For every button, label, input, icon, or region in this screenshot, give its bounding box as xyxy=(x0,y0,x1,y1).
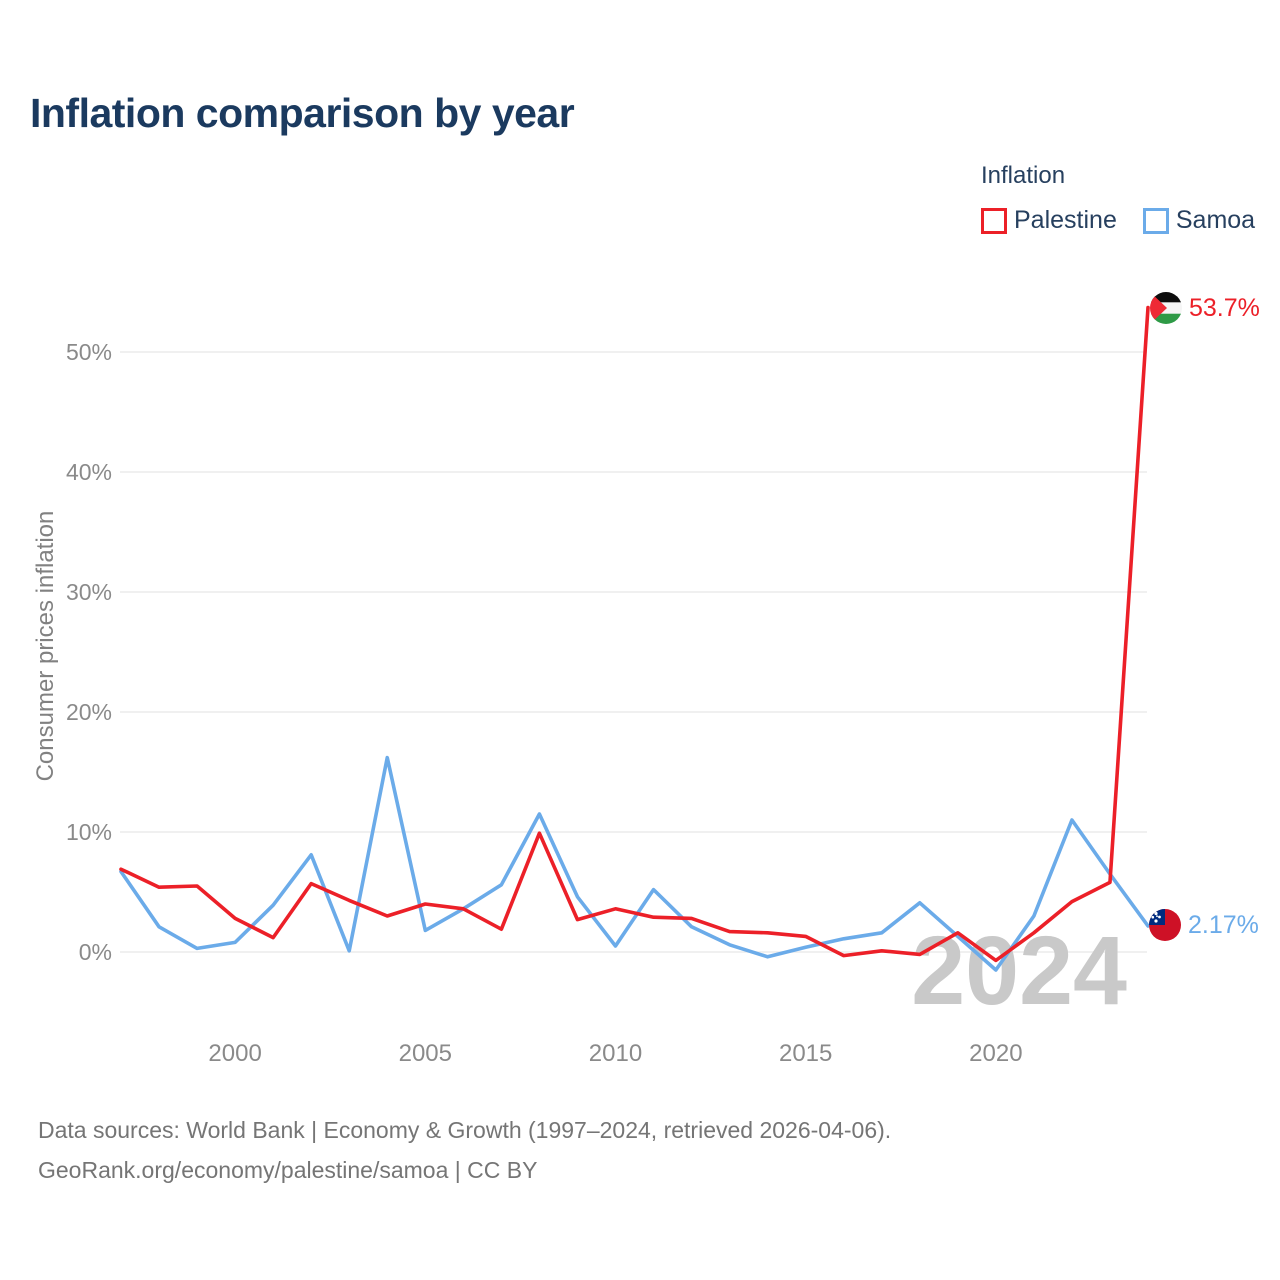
y-axis-title: Consumer prices inflation xyxy=(32,510,59,782)
palestine-end-value: 53.7% xyxy=(1189,293,1260,322)
legend-label-samoa: Samoa xyxy=(1175,206,1256,234)
watermark-year: 2024 xyxy=(911,916,1127,1025)
y-tick-label: 50% xyxy=(66,339,112,365)
y-tick-label: 0% xyxy=(79,939,112,965)
legend-label-palestine: Palestine xyxy=(1014,206,1117,234)
samoa-swatch-icon xyxy=(1142,207,1169,234)
palestine-line[interactable] xyxy=(119,305,1150,963)
samoa-end-annotation: 2.17% xyxy=(1148,908,1259,942)
palestine-swatch-icon xyxy=(981,207,1007,234)
y-tick-label: 20% xyxy=(66,699,112,725)
data-sources-line2: GeoRank.org/economy/palestine/samoa | CC… xyxy=(38,1157,538,1183)
x-tick-label: 2005 xyxy=(399,1040,452,1067)
y-tick-label: 40% xyxy=(66,459,112,485)
legend: Inflation Palestine Samoa xyxy=(981,162,1271,235)
x-tick-label: 2000 xyxy=(208,1040,261,1067)
page-title: Inflation comparison by year xyxy=(30,90,575,136)
palestine-flag-icon xyxy=(1150,292,1182,324)
legend-items: Palestine Samoa xyxy=(981,206,1271,235)
legend-item-samoa[interactable]: Samoa xyxy=(1142,206,1256,235)
legend-title: Inflation xyxy=(981,162,1066,189)
x-tick-label: 2015 xyxy=(779,1040,832,1067)
data-sources-line1: Data sources: World Bank | Economy & Gro… xyxy=(38,1117,892,1143)
legend-item-palestine[interactable]: Palestine xyxy=(981,206,1117,235)
samoa-line[interactable] xyxy=(119,755,1150,972)
samoa-flag-icon xyxy=(1149,909,1181,941)
data-sources: Data sources: World Bank | Economy & Gro… xyxy=(38,1110,891,1190)
x-tick-label: 2010 xyxy=(589,1040,642,1067)
x-tick-label: 2020 xyxy=(969,1040,1022,1067)
y-tick-label: 10% xyxy=(66,819,112,845)
palestine-end-annotation: 53.7% xyxy=(1149,291,1260,325)
samoa-end-value: 2.17% xyxy=(1188,910,1259,939)
y-tick-label: 30% xyxy=(66,579,112,605)
